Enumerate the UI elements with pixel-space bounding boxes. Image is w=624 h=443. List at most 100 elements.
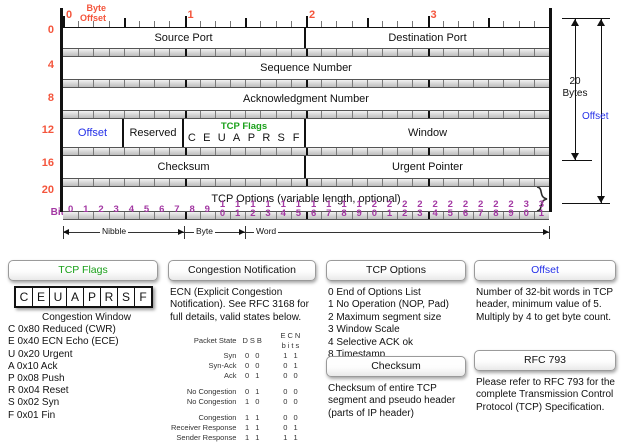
nibble-arrow-left-icon — [63, 228, 69, 235]
tcp-option-row: 4 Selective ACK ok — [328, 336, 414, 348]
ecn-cell: 0 0 — [244, 361, 262, 371]
tcp-flags-legend-bit-R: R — [101, 288, 118, 306]
nibble-arrow-right-icon — [178, 228, 184, 235]
tcp-flags-legend-list: Congestion Window C 0x80 Reduced (CWR) E 0… — [8, 312, 158, 422]
box-offset-body: Number of 32-bit words in TCP header, mi… — [476, 287, 613, 323]
field-urgent-pointer: Urgent Pointer — [392, 161, 463, 173]
tcp-flag-row: S 0x02 Syn — [8, 397, 60, 409]
ecn-cell: 1 1 — [283, 433, 300, 443]
box-rfc-793-title: RFC 793 — [474, 350, 616, 371]
tcp-flag-row: A 0x10 Ack — [8, 360, 58, 372]
field-source-port: Source Port — [63, 28, 306, 48]
tcp-option-row: 3 Window Scale — [328, 324, 400, 336]
ecn-cell: 0 0 — [283, 397, 300, 407]
tcp-flag-row: P 0x08 Push — [8, 373, 65, 385]
field-tcp-options: TCP Options (variable length, optional) — [211, 193, 401, 205]
tcp-flag-row: F 0x01 Fin — [8, 409, 56, 421]
ruler-byte-3: 3 — [430, 9, 437, 21]
ecn-table-row: Ack 0 1 0 0 — [168, 371, 316, 381]
byte-offset-title-line2: Offset — [79, 13, 106, 23]
box-checksum-title: Checksum — [326, 356, 466, 377]
tcp-flag-bit-P: P — [247, 132, 256, 144]
ruler-byte-0: 0 — [66, 9, 73, 21]
tcp-flags-legend-bit-A: A — [67, 288, 84, 306]
byte-ruler: 0 1 2 3 — [63, 8, 551, 28]
tcp-flag-bit-U: U — [217, 132, 226, 144]
tcp-flag-row: E 0x40 ECN Echo (ECE) — [8, 336, 119, 348]
box-rfc-793: RFC 793 Please refer to RFC 793 for the … — [474, 350, 616, 414]
ecn-cell: 0 0 — [283, 413, 300, 423]
dimension-20-bytes: 20 Bytes — [558, 76, 592, 100]
box-tcp-options-title: TCP Options — [326, 260, 466, 281]
box-checksum-body: Checksum of entire TCP segment and pseud… — [328, 383, 456, 419]
ecn-cell: 1 1 — [244, 413, 262, 423]
tcp-option-row: 2 Maximum segment size — [328, 311, 442, 323]
options-brace-icon — [536, 187, 548, 211]
byte-offset-12: 12 — [41, 124, 54, 136]
bit-number-6: 6 — [159, 204, 165, 215]
dimension-20-bytes-unit: Bytes — [562, 88, 588, 99]
ecn-cell: 0 0 — [283, 387, 300, 397]
measure-nibble: Nibble — [100, 226, 129, 236]
ecn-table-row: Sender Response 1 1 1 1 — [168, 433, 316, 443]
field-sequence-number: Sequence Number — [260, 62, 352, 74]
box-checksum: Checksum Checksum of entire TCP segment … — [326, 356, 466, 420]
tcp-flag-bit-F: F — [292, 132, 300, 144]
dimension-20-bytes-number: 20 — [569, 76, 581, 87]
ecn-cell: Syn-Ack — [208, 361, 237, 371]
row-acknowledgment: Acknowledgment Number — [63, 88, 549, 110]
tcp-flag-bit-E: E — [203, 132, 211, 144]
tcp-flag-bit-C: C — [187, 132, 196, 144]
row-checksum-urgent: Checksum Urgent Pointer — [63, 156, 549, 178]
field-reserved: Reserved — [124, 119, 184, 147]
box-congestion-title: Congestion Notification — [168, 260, 316, 281]
byte-offset-title: Byte Offset — [46, 3, 106, 23]
ruler-byte-1: 1 — [187, 9, 194, 21]
measure-byte: Byte — [194, 226, 216, 236]
byte-arrow-right-icon — [239, 228, 245, 235]
tcp-option-row: 1 No Operation (NOP, Pad) — [328, 299, 449, 311]
ruler-byte-2: 2 — [309, 9, 316, 21]
byte-offset-0: 0 — [47, 24, 54, 36]
ecn-cell: 1 1 — [283, 351, 300, 361]
tcp-flags-note: Congestion Window — [42, 312, 131, 323]
ecn-cell: 0 1 — [283, 423, 300, 433]
tcp-flags-legend-bit-C: C — [16, 288, 33, 306]
bit-strip-5 — [63, 178, 549, 187]
ecn-table-row: No Congestion 0 1 0 0 — [168, 387, 316, 397]
bit-number-1: 1 — [83, 204, 89, 215]
bit-number-2: 2 — [98, 204, 104, 215]
ecn-col-header: DSB — [242, 336, 264, 346]
field-acknowledgment-number: Acknowledgment Number — [243, 93, 369, 105]
diagram-left-border — [60, 8, 63, 212]
field-checksum: Checksum — [63, 156, 306, 178]
ecn-cell: Syn — [223, 351, 237, 361]
ecn-state-table: Packet State DSB ECN bits Syn 0 0 1 1 Syn-Ack 0… — [168, 331, 316, 443]
ecn-col-header: ECN bits — [280, 331, 303, 351]
byte-offset-title-line1: Byte — [86, 3, 106, 13]
dimension-offset: Offset — [582, 111, 609, 122]
bit-number-5: 5 — [143, 204, 150, 215]
measure-word: Word — [254, 226, 279, 236]
bit-axis-label: Bit — [50, 207, 64, 218]
row-sequence: Sequence Number — [63, 57, 549, 79]
bit-number-3: 3 — [113, 204, 119, 215]
tcp-flags-title: TCP Flags — [220, 121, 268, 132]
